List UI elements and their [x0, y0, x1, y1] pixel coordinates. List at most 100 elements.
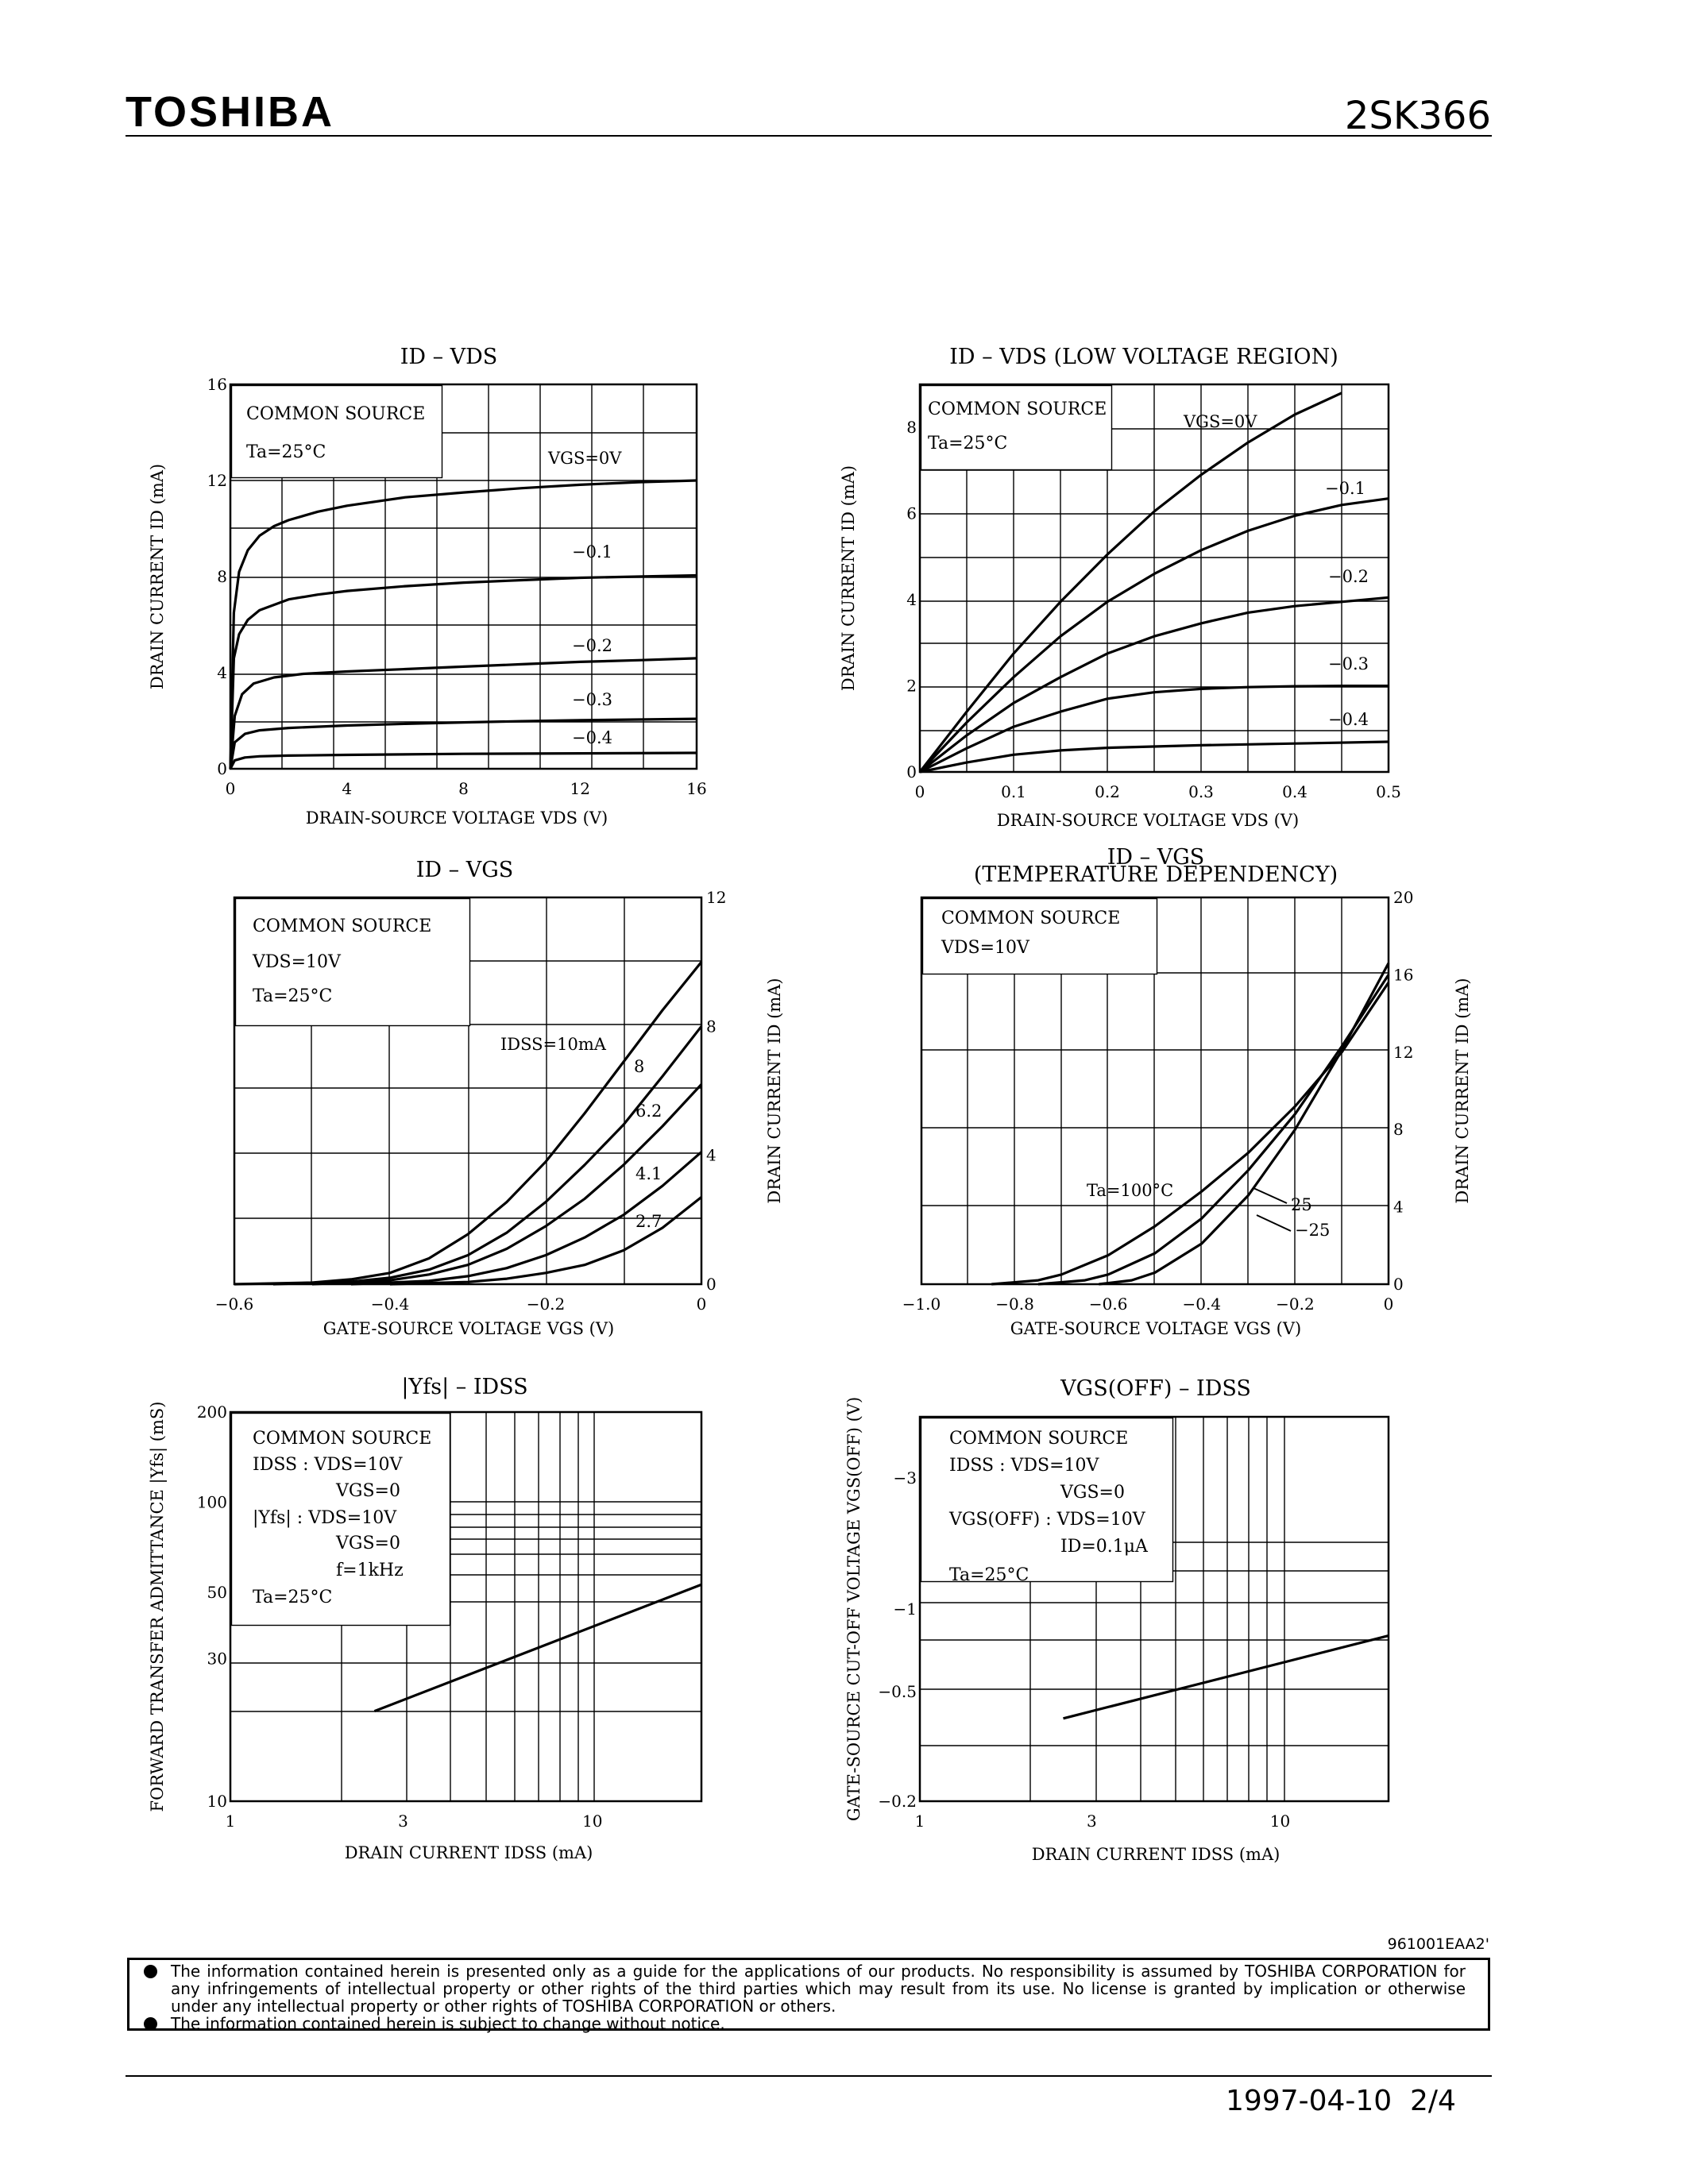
series-label: 6.2: [635, 1102, 662, 1121]
y-tick-label: 200: [197, 1403, 227, 1422]
y-tick-label: −1: [894, 1599, 917, 1619]
y-tick-label: 10: [207, 1792, 227, 1811]
series-label: VGS=0V: [547, 449, 622, 468]
plot-frame: [920, 896, 1390, 1286]
series-label: 8: [634, 1057, 644, 1076]
x-tick-label: −0.2: [1276, 1295, 1315, 1314]
y-tick-label: 8: [706, 1017, 717, 1036]
series-label: 4.1: [635, 1164, 662, 1183]
x-tick-label: 0.2: [1095, 782, 1120, 801]
y-tick-label: 20: [1393, 888, 1413, 907]
y-tick-label: 4: [1393, 1198, 1404, 1217]
x-axis-label: GATE-SOURCE VOLTAGE VGS (V): [1010, 1319, 1301, 1338]
x-tick-label: 3: [398, 1812, 408, 1831]
chart-title: ID – VDS (LOW VOLTAGE REGION): [949, 345, 1338, 369]
toshiba-logo: TOSHIBA: [126, 88, 335, 136]
series-label: VGS=0V: [1183, 412, 1257, 431]
series-line: [1063, 1634, 1389, 1720]
x-tick-label: 0: [915, 782, 925, 801]
pointer-arrow: [1256, 1214, 1292, 1232]
chart-title: ID – VGS: [1107, 845, 1205, 870]
y-tick-label: 8: [217, 567, 227, 586]
plot-frame: [229, 1410, 703, 1803]
y-tick-label: 0: [1393, 1275, 1404, 1294]
series-line: [1037, 974, 1390, 1286]
issue-date: 1997-04-10: [1226, 2085, 1393, 2117]
series-line: [272, 1025, 703, 1286]
disclaimer-item: The information contained herein is pres…: [144, 1962, 1466, 2016]
x-tick-label: 1: [915, 1812, 925, 1831]
x-tick-label: 8: [458, 779, 469, 798]
series-line: [918, 392, 1342, 773]
y-tick-label: 8: [1393, 1120, 1404, 1139]
series-label: −0.1: [572, 542, 612, 561]
y-axis-label: DRAIN CURRENT ID (mA): [1453, 978, 1472, 1203]
series-label: Ta=100°C: [1087, 1181, 1173, 1200]
chart-c5: |Yfs| – IDSS 1 3 10 10 30 50 100 200 DRAIN CURREN…: [148, 1375, 703, 1862]
y-tick-label: −3: [894, 1468, 917, 1488]
series-label: −0.4: [572, 728, 612, 747]
series-label: IDSS=10mA: [500, 1035, 607, 1054]
chart-annotation: IDSS : VDS=10V: [949, 1456, 1100, 1476]
series-label: 2.7: [635, 1212, 662, 1231]
y-tick-label: 4: [706, 1146, 717, 1165]
series-line: [229, 751, 697, 770]
x-axis-label: DRAIN-SOURCE VOLTAGE VDS (V): [306, 808, 608, 828]
y-axis-label: GATE-SOURCE CUT-OFF VOLTAGE VGS(OFF) (V): [844, 1397, 863, 1821]
series-label: −0.1: [1325, 479, 1365, 498]
series-line: [311, 1083, 703, 1286]
chart-annotation: IDSS : VDS=10V: [253, 1455, 404, 1475]
chart-annotation: VGS=0: [335, 1534, 400, 1553]
chart-c1: VGS=0V −0.1 −0.2 −0.3 −0.4 ID – VDS 0 4 8 12 16 0 4 8…: [148, 345, 707, 828]
series-label: −25: [1295, 1221, 1330, 1240]
x-axis-label: DRAIN-SOURCE VOLTAGE VDS (V): [997, 811, 1299, 830]
chart-annotation: Ta=25°C: [949, 1565, 1029, 1585]
pointer-arrow: [1253, 1187, 1288, 1204]
y-axis-label: FORWARD TRANSFER ADMITTANCE |Yfs| (mS): [148, 1402, 168, 1812]
chart-annotation: COMMON SOURCE: [246, 404, 425, 424]
chart-annotation: Ta=25°C: [253, 1588, 332, 1607]
x-tick-label: −0.2: [527, 1295, 566, 1314]
x-tick-label: −0.4: [1183, 1295, 1222, 1314]
x-tick-label: 16: [686, 779, 706, 798]
chart-annotation: COMMON SOURCE: [253, 916, 431, 936]
disclaimer-text-1: The information contained herein is pres…: [171, 1962, 1466, 2016]
series-line: [350, 1151, 703, 1286]
header-rule: [126, 135, 1492, 137]
plot-frame: [918, 1415, 1390, 1803]
footer-rule: [126, 2075, 1492, 2077]
chart-title: ID – VDS: [400, 345, 498, 369]
y-tick-label: 4: [217, 663, 227, 682]
y-tick-label: 2: [906, 677, 917, 696]
chart-annotation: Ta=25°C: [928, 434, 1007, 453]
page-number: 2/4: [1410, 2085, 1456, 2117]
legend-box: [230, 1412, 451, 1626]
y-tick-label: −0.5: [878, 1682, 917, 1701]
x-tick-label: 0: [226, 779, 236, 798]
series-label: −0.2: [572, 636, 612, 655]
chart-annotation: f=1kHz: [336, 1561, 404, 1580]
chart-title: |Yfs| – IDSS: [401, 1375, 527, 1399]
legend-box: [234, 897, 471, 1027]
x-tick-label: −0.4: [371, 1295, 410, 1314]
x-tick-label: 0.5: [1376, 782, 1401, 801]
series-line: [919, 685, 1389, 774]
series-line: [919, 596, 1389, 774]
series-line: [229, 717, 697, 770]
chart-annotation: COMMON SOURCE: [949, 1429, 1128, 1449]
chart-annotation: VGS=0: [1060, 1483, 1125, 1503]
chart-c2: VGS=0V −0.1 −0.2 −0.3 −0.4 ID – VDS (LOW VOLT…: [839, 345, 1401, 830]
bullet-icon: [144, 1965, 157, 1978]
legend-box: [920, 384, 1113, 471]
chart-title: ID – VGS: [416, 858, 514, 882]
series-line: [1099, 963, 1390, 1286]
x-tick-label: 10: [582, 1812, 602, 1831]
chart-annotation: Ta=25°C: [253, 986, 332, 1006]
series-label: −0.3: [1328, 654, 1369, 673]
legend-box: [920, 1417, 1174, 1583]
chart-annotation: VDS=10V: [252, 952, 342, 972]
document-code: 961001EAA2': [1387, 1935, 1489, 1953]
chart-annotation: COMMON SOURCE: [253, 1429, 431, 1449]
chart-annotation: |Yfs| : VDS=10V: [253, 1508, 397, 1528]
